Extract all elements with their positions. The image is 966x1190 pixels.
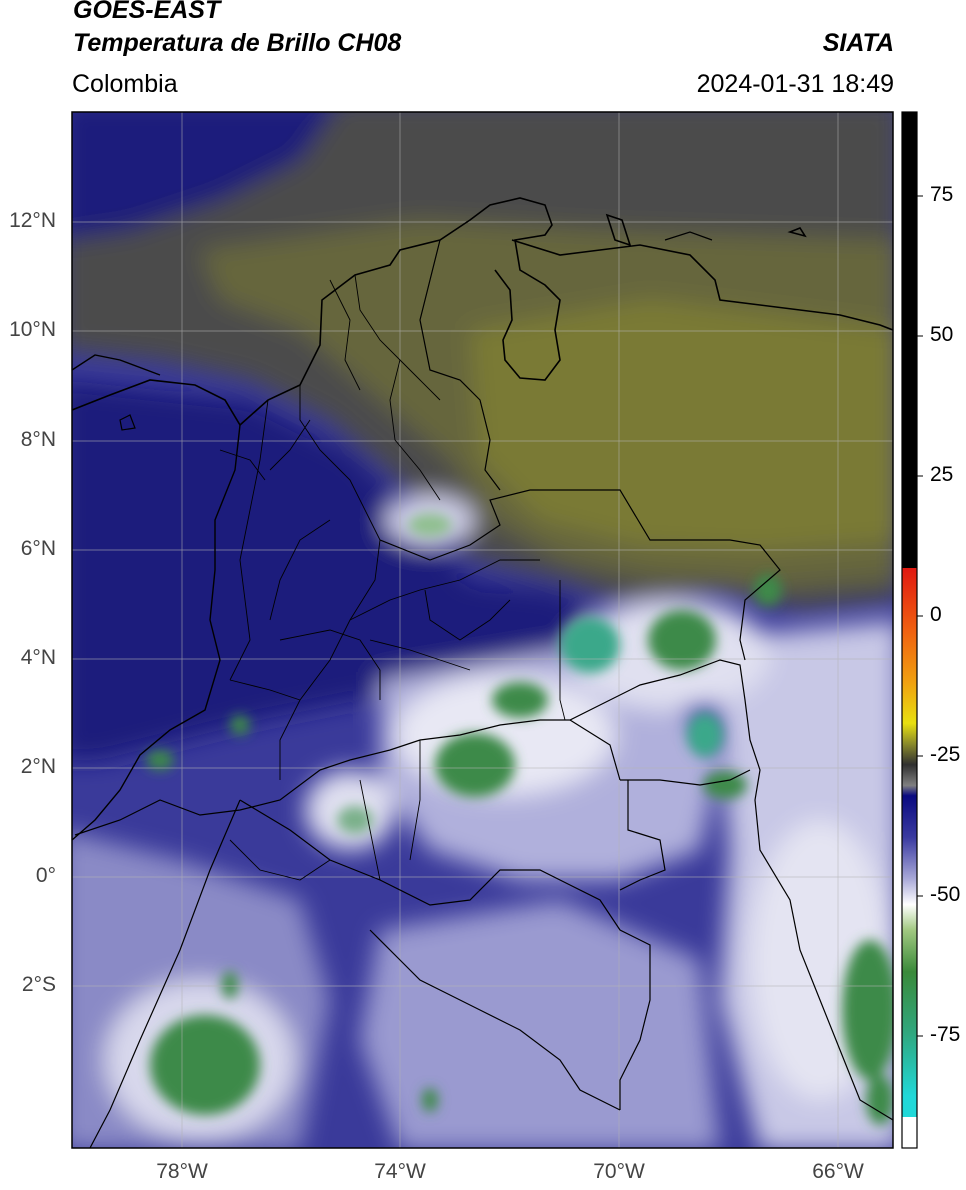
lat-label-2s: 2°S — [21, 973, 56, 996]
lon-label-70w: 70°W — [593, 1160, 645, 1183]
lat-label-0: 0° — [35, 864, 56, 887]
colorbar — [902, 112, 917, 1148]
lon-label-78w: 78°W — [156, 1160, 208, 1183]
lat-label-10n: 10°N — [9, 318, 56, 341]
lat-label-12n: 12°N — [9, 209, 56, 232]
colorbar-frame — [901, 111, 918, 1149]
product-title: Temperatura de Brillo CH08 — [73, 29, 402, 57]
colorbar-tick-label: -50 — [930, 883, 961, 906]
datetime-label: 2024-01-31 18:49 — [696, 70, 894, 98]
map-frame — [71, 111, 894, 1149]
map-graticule — [72, 112, 893, 1148]
lon-label-66w: 66°W — [812, 1160, 864, 1183]
colorbar-tick-label: 75 — [930, 183, 954, 206]
colorbar-tick-label: 0 — [930, 603, 942, 626]
colorbar-tick-label: 50 — [930, 323, 954, 346]
lat-label-2n: 2°N — [20, 755, 56, 778]
brightness-temperature-field — [72, 112, 893, 1148]
colorbar-tick-label: -25 — [930, 743, 961, 766]
satellite-title: GOES-EAST — [73, 0, 221, 24]
lat-label-4n: 4°N — [20, 646, 56, 669]
coastline-borders — [72, 197, 893, 1148]
colorbar-tickmarks — [917, 195, 923, 1037]
region-label: Colombia — [72, 70, 178, 98]
colorbar-tick-label: 25 — [930, 463, 954, 486]
lat-label-6n: 6°N — [20, 537, 56, 560]
lon-label-74w: 74°W — [374, 1160, 426, 1183]
agency-label: SIATA — [822, 29, 894, 57]
colorbar-tick-label: -75 — [930, 1023, 961, 1046]
lat-label-8n: 8°N — [20, 428, 56, 451]
